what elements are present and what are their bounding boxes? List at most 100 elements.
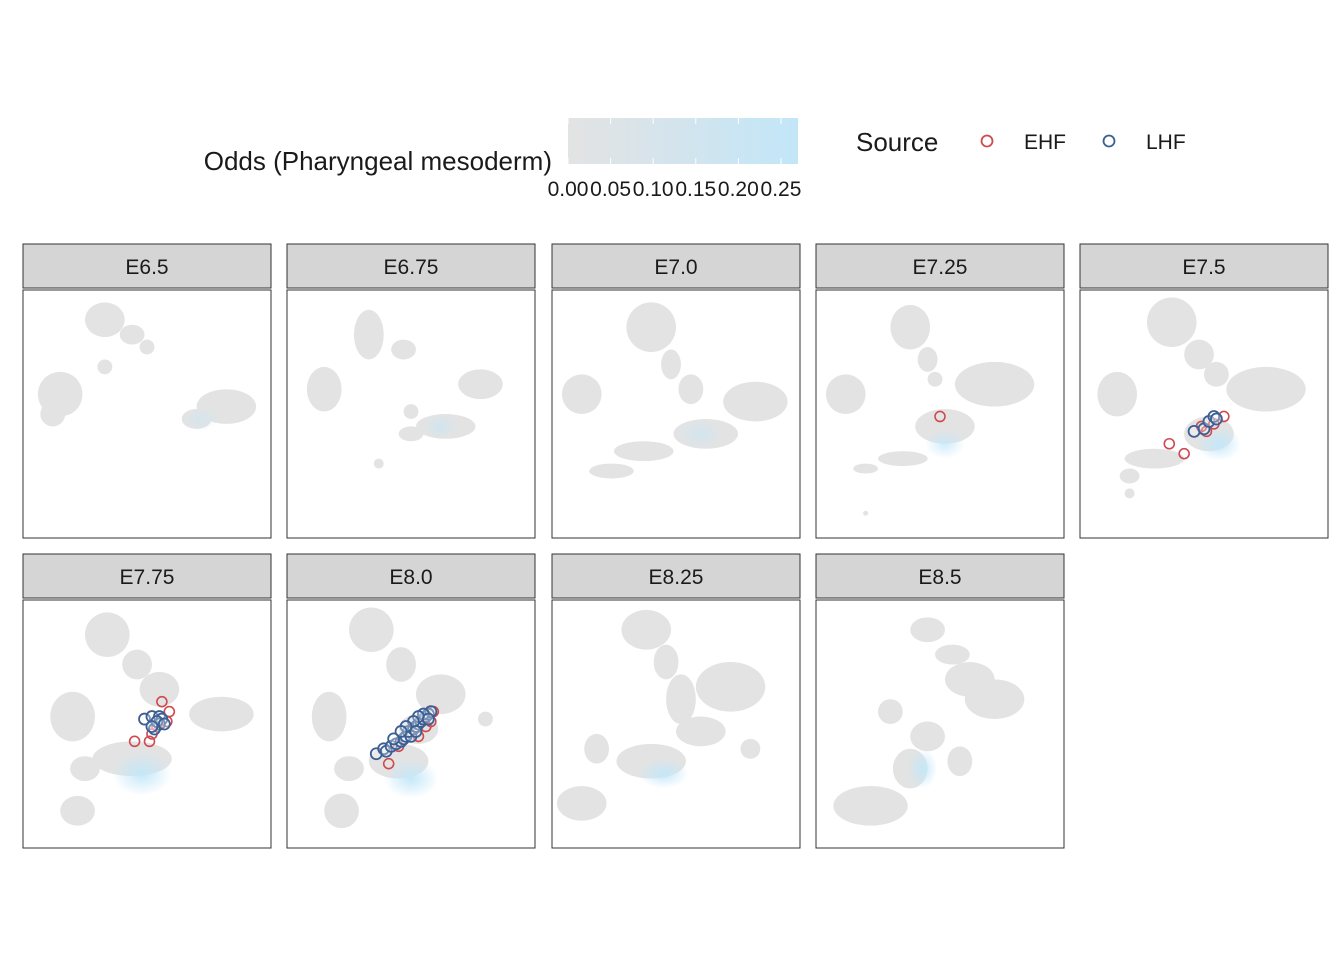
cell-cluster: [373, 458, 384, 469]
facet-strip: [22, 553, 272, 599]
cell-cluster: [306, 366, 342, 412]
cell-cloud: [1097, 297, 1306, 499]
cell-cluster: [878, 699, 903, 724]
cell-cluster: [927, 371, 943, 387]
cell-cluster: [621, 609, 672, 650]
cell-cluster: [825, 374, 866, 414]
cell-cluster: [917, 347, 938, 372]
high-odds-region: [1196, 426, 1242, 462]
cell-cluster: [353, 309, 384, 360]
lhf-point: [387, 732, 401, 746]
colorbar-tick-label: 0.10: [633, 178, 674, 201]
cell-cluster: [334, 756, 364, 782]
cell-cluster: [740, 738, 761, 759]
colorbar-tick-label: 0.25: [761, 178, 802, 201]
cell-cluster: [695, 662, 766, 712]
cell-cluster: [50, 691, 95, 742]
facet-strip: [815, 553, 1065, 599]
high-odds-region: [678, 418, 724, 449]
high-odds-region: [925, 428, 965, 459]
legend-label-ehf: EHF: [1024, 131, 1066, 154]
facet-strip: [551, 243, 801, 289]
facet-panel: E6.75: [286, 243, 536, 539]
source-points: [128, 695, 176, 748]
facet-strip: [286, 553, 536, 599]
cell-cluster: [1226, 366, 1306, 412]
cell-cluster: [954, 361, 1035, 407]
facet-strip: [815, 243, 1065, 289]
cell-cluster: [1124, 448, 1185, 469]
facet-panel: E7.5: [1079, 243, 1329, 539]
cell-cluster: [947, 746, 973, 777]
cell-cluster: [556, 786, 607, 821]
cell-cluster: [561, 374, 602, 414]
cell-cluster: [964, 679, 1025, 720]
ehf-point: [1178, 447, 1190, 460]
cell-cluster: [1146, 297, 1197, 348]
cell-cluster: [614, 441, 674, 462]
cell-cluster: [1204, 361, 1229, 387]
colorbar-tick-label: 0.05: [590, 178, 631, 201]
cell-cluster: [398, 426, 424, 442]
cell-cluster: [935, 644, 970, 665]
cell-cluster: [324, 793, 359, 829]
legend-key-lhf: [1102, 134, 1116, 148]
cell-cluster: [890, 304, 931, 350]
legend-label-lhf: LHF: [1146, 131, 1186, 154]
high-odds-region: [907, 748, 938, 789]
cell-cluster: [626, 302, 676, 353]
high-odds-region: [383, 758, 439, 799]
colorbar-tick-label: 0.20: [718, 178, 759, 201]
cell-cluster: [1097, 371, 1138, 417]
colorbar-gradient: [568, 118, 798, 164]
cell-cluster: [477, 711, 493, 727]
lhf-point: [157, 717, 171, 731]
cell-cluster: [853, 463, 878, 474]
facet-label: E7.0: [654, 256, 697, 279]
facet-panel: E7.25: [815, 243, 1065, 539]
high-odds-region: [184, 406, 219, 432]
cell-cluster: [85, 302, 125, 338]
facet-panel: E8.25: [551, 553, 801, 849]
cell-cluster: [349, 607, 394, 653]
cell-cluster: [1124, 488, 1135, 499]
colorbar-tick-label: 0.15: [675, 178, 716, 201]
lhf-point: [145, 720, 159, 733]
cell-cloud: [561, 302, 788, 479]
facet-label: E8.0: [389, 566, 432, 589]
cell-cluster: [833, 786, 908, 826]
cell-cloud: [311, 607, 493, 829]
cell-cluster: [863, 510, 869, 516]
lhf-point: [409, 725, 423, 738]
facet-strip: [551, 553, 801, 599]
cell-cluster: [653, 644, 679, 680]
cell-cluster: [589, 463, 634, 479]
facet-label: E8.25: [649, 566, 704, 589]
cell-cluster: [878, 451, 928, 467]
high-odds-region: [638, 758, 689, 789]
cell-cloud: [833, 617, 1025, 826]
cell-cluster: [676, 716, 726, 747]
cell-cluster: [70, 756, 100, 782]
ehf-point: [128, 735, 141, 748]
source-points: [1163, 410, 1230, 460]
cell-cloud: [37, 302, 257, 432]
source-legend-title: Source: [856, 127, 938, 157]
cell-cluster: [910, 721, 945, 752]
facet-panel: E8.5: [815, 553, 1065, 849]
ehf-point: [156, 695, 168, 708]
ehf-point: [382, 757, 395, 770]
cell-cluster: [311, 691, 347, 742]
facet-strip: [286, 243, 536, 289]
high-odds-region: [423, 414, 459, 439]
facet-panels: E6.5 E6.75 E7.0 E7.25 E7.5 E7.75 E8.0 E8.25 E8.5: [22, 243, 1329, 849]
source-points: [934, 410, 946, 423]
cell-cluster: [403, 404, 419, 419]
cell-cluster: [60, 795, 95, 826]
cell-cloud: [50, 612, 254, 826]
cell-cluster: [584, 733, 610, 764]
cell-cluster: [139, 339, 155, 355]
colorbar-title: Odds (Pharyngeal mesoderm): [204, 146, 552, 176]
cell-cluster: [1119, 468, 1140, 484]
